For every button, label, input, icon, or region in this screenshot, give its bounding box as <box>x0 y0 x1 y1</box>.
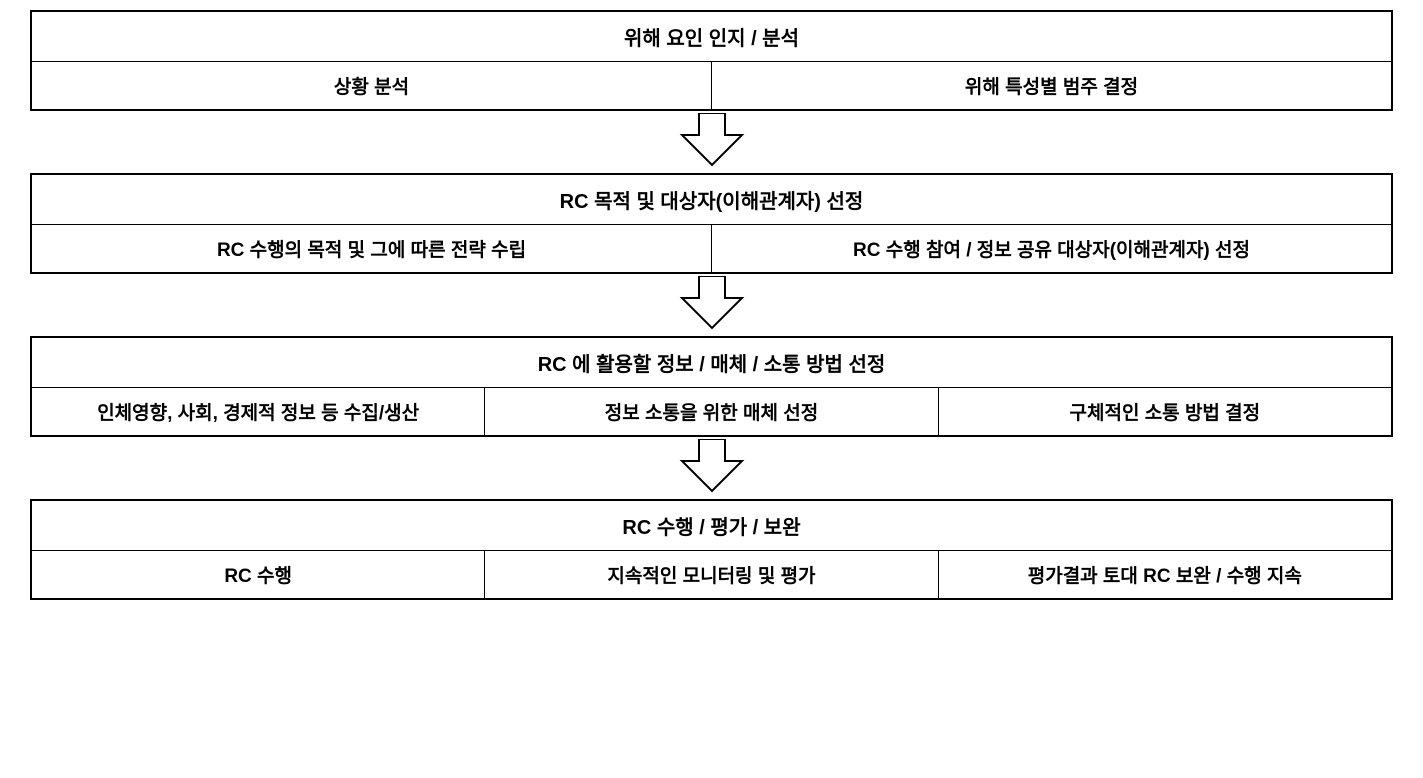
stage-1-cell-2: 위해 특성별 범주 결정 <box>712 62 1391 109</box>
stage-3-cell-2: 정보 소통을 위한 매체 선정 <box>485 388 938 435</box>
stage-3-cell-3: 구체적인 소통 방법 결정 <box>939 388 1391 435</box>
stage-1-header: 위해 요인 인지 / 분석 <box>32 12 1391 62</box>
stage-2-cell-1: RC 수행의 목적 및 그에 따른 전략 수립 <box>32 225 712 272</box>
stage-4-cell-2: 지속적인 모니터링 및 평가 <box>485 551 938 598</box>
arrow-3 <box>30 439 1393 497</box>
stage-4-cell-3: 평가결과 토대 RC 보완 / 수행 지속 <box>939 551 1391 598</box>
stage-2: RC 목적 및 대상자(이해관계자) 선정 RC 수행의 목적 및 그에 따른 … <box>30 173 1393 274</box>
stage-1-cell-1: 상황 분석 <box>32 62 712 109</box>
stage-3-cell-1: 인체영향, 사회, 경제적 정보 등 수집/생산 <box>32 388 485 435</box>
stage-4-cell-1: RC 수행 <box>32 551 485 598</box>
stage-4: RC 수행 / 평가 / 보완 RC 수행 지속적인 모니터링 및 평가 평가결… <box>30 499 1393 600</box>
stage-4-header: RC 수행 / 평가 / 보완 <box>32 501 1391 551</box>
stage-3: RC 에 활용할 정보 / 매체 / 소통 방법 선정 인체영향, 사회, 경제… <box>30 336 1393 437</box>
stage-3-header: RC 에 활용할 정보 / 매체 / 소통 방법 선정 <box>32 338 1391 388</box>
stage-1-row: 상황 분석 위해 특성별 범주 결정 <box>32 62 1391 109</box>
arrow-1 <box>30 113 1393 171</box>
down-arrow-icon <box>677 439 747 494</box>
down-arrow-icon <box>677 276 747 331</box>
stage-2-row: RC 수행의 목적 및 그에 따른 전략 수립 RC 수행 참여 / 정보 공유… <box>32 225 1391 272</box>
down-arrow-icon <box>677 113 747 168</box>
stage-1: 위해 요인 인지 / 분석 상황 분석 위해 특성별 범주 결정 <box>30 10 1393 111</box>
stage-2-header: RC 목적 및 대상자(이해관계자) 선정 <box>32 175 1391 225</box>
stage-3-row: 인체영향, 사회, 경제적 정보 등 수집/생산 정보 소통을 위한 매체 선정… <box>32 388 1391 435</box>
stage-4-row: RC 수행 지속적인 모니터링 및 평가 평가결과 토대 RC 보완 / 수행 … <box>32 551 1391 598</box>
stage-2-cell-2: RC 수행 참여 / 정보 공유 대상자(이해관계자) 선정 <box>712 225 1391 272</box>
arrow-2 <box>30 276 1393 334</box>
